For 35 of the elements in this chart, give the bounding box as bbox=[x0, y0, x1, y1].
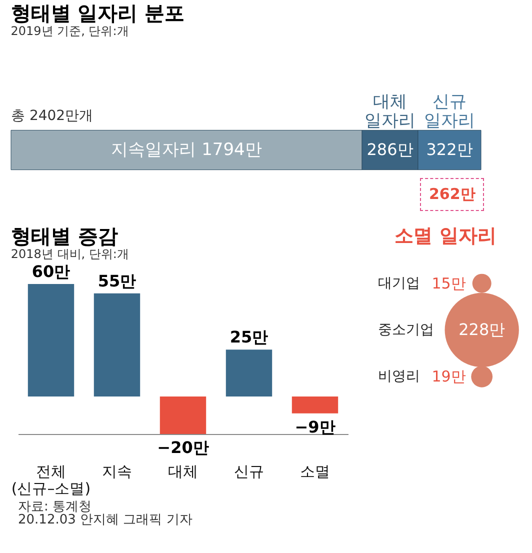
data-label: 228만 bbox=[458, 320, 506, 339]
data-label: −20만 bbox=[157, 438, 209, 457]
x-tick-label: 전체 (신규–소멸) bbox=[11, 462, 91, 498]
text: 지속일자리 1794만 bbox=[111, 140, 262, 160]
category-label: 비영리 bbox=[378, 368, 420, 385]
x-tick-label: 신규 bbox=[234, 462, 264, 480]
series-label: 대체 일자리 bbox=[364, 92, 416, 131]
chart-subtitle: 2019년 기준, 단위:개 bbox=[10, 24, 129, 38]
text: 소멸 일자리 bbox=[394, 225, 496, 247]
category-label: 중소기업 bbox=[378, 322, 434, 338]
chart-title: 형태별 일자리 분포 bbox=[10, 1, 185, 25]
data-label: −9만 bbox=[294, 417, 336, 436]
bar bbox=[94, 293, 140, 396]
x-tick-label: 대체 bbox=[168, 462, 198, 480]
data-label: 60만 bbox=[32, 262, 70, 281]
bar bbox=[28, 284, 74, 396]
data-label: 19만 bbox=[432, 368, 466, 386]
data-label: 322만 bbox=[426, 140, 473, 159]
x-tick-label: 소멸 bbox=[300, 462, 330, 480]
bar bbox=[226, 350, 272, 396]
data-label: 25만 bbox=[230, 328, 268, 347]
text: 20.12.03 안지혜 그래픽 기자 bbox=[18, 512, 192, 528]
series-label: 신규 일자리 bbox=[424, 92, 475, 131]
text: 자료: 통계청 bbox=[18, 500, 92, 514]
bar bbox=[292, 396, 338, 414]
data-label: 15만 bbox=[432, 274, 466, 292]
bar bbox=[160, 396, 206, 434]
x-tick-label: 지속 bbox=[102, 462, 132, 480]
chart-subtitle: 2018년 대비, 단위:개 bbox=[10, 247, 129, 261]
category-label: 대기업 bbox=[378, 275, 420, 292]
data-label: 55만 bbox=[98, 271, 136, 290]
text: 총 2402만개 bbox=[11, 108, 94, 124]
text: 262만 bbox=[420, 178, 484, 211]
chart-title: 형태별 증감 bbox=[10, 224, 118, 248]
data-label: 286만 bbox=[366, 140, 414, 159]
